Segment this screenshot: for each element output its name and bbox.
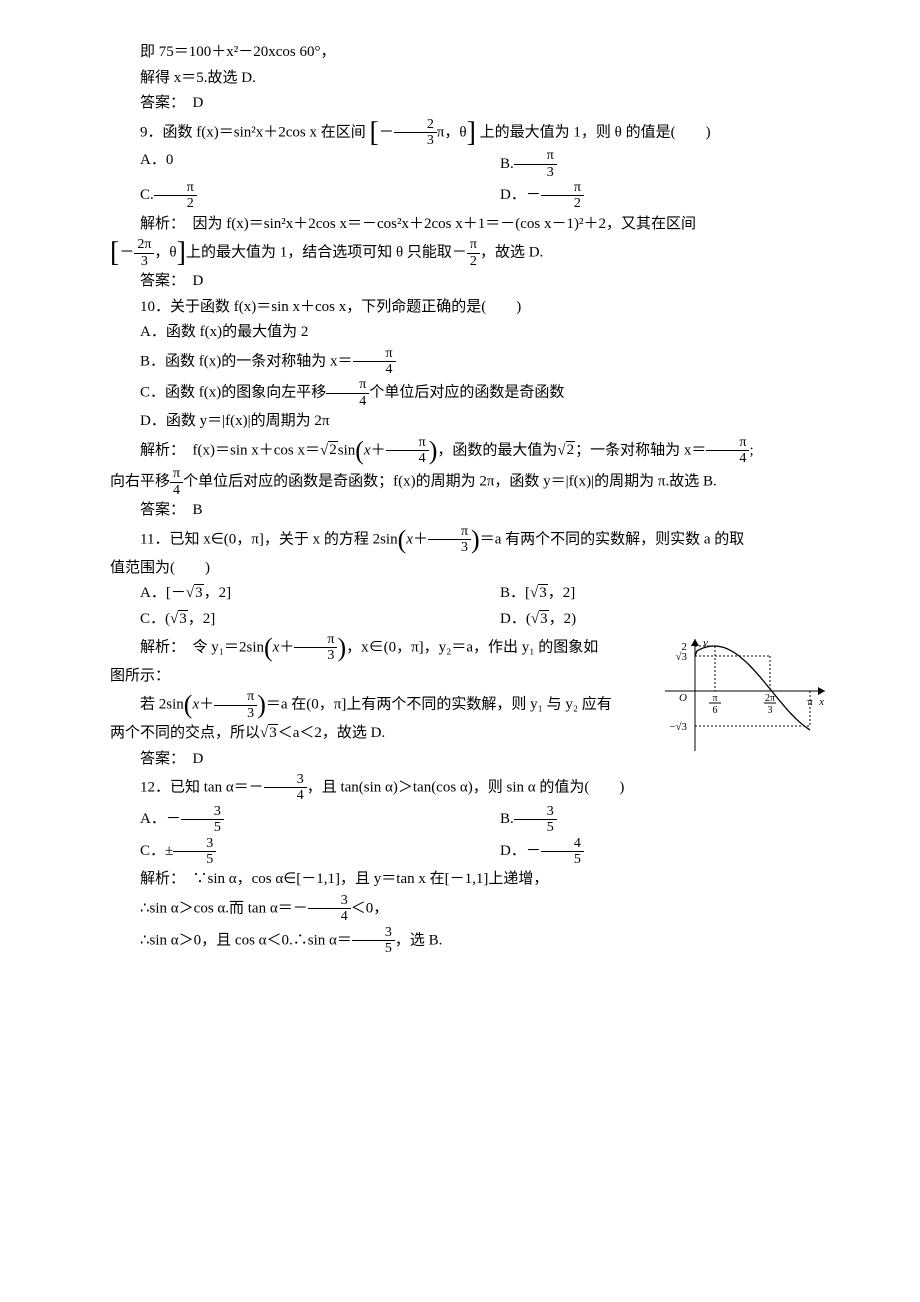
q11-opt-c: C．(√3，2]	[140, 610, 215, 627]
answer-line: 答案： D	[110, 91, 830, 117]
sine-graph-icon: 2√3O−√3π62π3πxy	[660, 636, 830, 756]
svg-text:6: 6	[713, 705, 718, 716]
q12-opt-d: D．－45	[500, 843, 584, 859]
svg-text:O: O	[679, 692, 687, 704]
svg-text:y: y	[702, 637, 708, 649]
q10-explain-1: 解析： f(x)＝sin x＋cos x＝√2sin(x＋π4)，函数的最大值为…	[110, 435, 830, 467]
q9-options-row2: C.π2 D．－π2	[110, 180, 830, 212]
q12-stem: 12．已知 tan α＝－34，且 tan(sin α)＞tan(cos α)，…	[110, 772, 830, 804]
q9-opt-b: B.π3	[500, 156, 557, 172]
q10-explain-2: 向右平移π4个单位后对应的函数是奇函数；f(x)的周期为 2π，函数 y＝|f(…	[110, 466, 830, 498]
q12-explain-3: ∴sin α＞0，且 cos α＜0.∴sin α＝35，选 B.	[110, 925, 830, 957]
q10-answer: 答案： B	[110, 498, 830, 524]
q12-explain-1: 解析： ∵sin α，cos α∈[－1,1]，且 y＝tan x 在[－1,1…	[110, 867, 830, 893]
q9-stem: 9．函数 f(x)＝sin²x＋2cos x 在区间 [－23π，θ] 上的最大…	[110, 117, 830, 149]
q11-options-row2: C．(√3，2] D．(√3，2)	[110, 607, 830, 633]
q10-opt-c: C．函数 f(x)的图象向左平移π4个单位后对应的函数是奇函数	[110, 377, 830, 409]
svg-text:2π: 2π	[765, 693, 775, 704]
q12-opt-c: C．±35	[140, 843, 216, 859]
q12-options-row1: A．－35 B.35	[110, 804, 830, 836]
svg-text:π: π	[807, 696, 813, 708]
q11-options-row1: A．[－√3，2] B．[√3，2]	[110, 581, 830, 607]
text-line: 即 75＝100＋x²－20xcos 60°，	[110, 40, 830, 66]
q10-opt-b: B．函数 f(x)的一条对称轴为 x＝π4	[110, 346, 830, 378]
q10-opt-a: A．函数 f(x)的最大值为 2	[110, 320, 830, 346]
svg-text:π: π	[712, 693, 717, 704]
q9-opt-a: A．0	[140, 152, 173, 168]
q10-opt-d: D．函数 y＝|f(x)|的周期为 2π	[110, 409, 830, 435]
q11-graph: 2√3O−√3π62π3πxy	[660, 636, 830, 766]
q9-opt-c: C.π2	[140, 187, 197, 203]
svg-text:x: x	[818, 696, 824, 708]
q11-opt-a: A．[－√3，2]	[140, 584, 231, 601]
svg-text:3: 3	[768, 705, 773, 716]
text-line: 解得 x＝5.故选 D.	[110, 66, 830, 92]
q9-opt-d: D．－π2	[500, 187, 584, 203]
q9-answer: 答案： D	[110, 269, 830, 295]
q11-opt-d: D．(√3，2)	[500, 610, 576, 627]
q11-opt-b: B．[√3，2]	[500, 584, 575, 601]
q10-stem: 10．关于函数 f(x)＝sin x＋cos x，下列命题正确的是( )	[110, 295, 830, 321]
svg-text:−√3: −√3	[669, 721, 687, 733]
q9-explain-2: [－2π3，θ]上的最大值为 1，结合选项可知 θ 只能取－π2，故选 D.	[110, 237, 830, 269]
q12-opt-a: A．－35	[140, 811, 224, 827]
q11-stem: 11．已知 x∈(0，π]，关于 x 的方程 2sin(x＋π3)＝a 有两个不…	[110, 524, 830, 556]
q11-stem-2: 值范围为( )	[110, 556, 830, 582]
q12-opt-b: B.35	[500, 811, 557, 827]
q9-explain-1: 解析： 因为 f(x)＝sin²x＋2cos x＝－cos²x＋2cos x＋1…	[110, 212, 830, 238]
q12-explain-2: ∴sin α＞cos α.而 tan α＝－34＜0，	[110, 893, 830, 925]
q9-options-row1: A．0 B.π3	[110, 148, 830, 180]
q12-options-row2: C．±35 D．－45	[110, 836, 830, 868]
svg-text:√3: √3	[675, 651, 687, 663]
